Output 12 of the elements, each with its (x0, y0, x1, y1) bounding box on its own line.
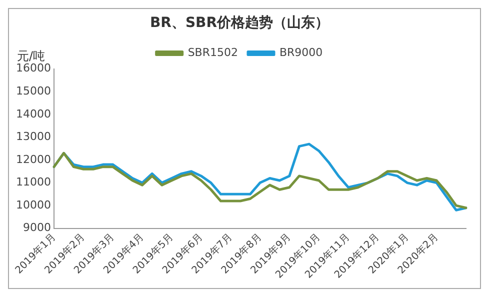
legend-label: BR9000 (279, 46, 323, 60)
y-tick-label: 11000 (16, 176, 51, 189)
y-axis-title: 元/吨 (16, 48, 46, 63)
y-tick-label: 10000 (16, 198, 51, 212)
y-tick-label: 14000 (16, 107, 51, 120)
y-tick-label: 12000 (16, 152, 51, 166)
legend-label: SBR1502 (188, 46, 238, 60)
y-tick-label: 16000 (16, 62, 51, 75)
y-tick-label: 13000 (16, 130, 51, 144)
y-tick-label: 9000 (22, 221, 51, 234)
chart-title: BR、SBR价格趋势（山东） (150, 14, 329, 32)
y-tick-label: 15000 (16, 84, 51, 98)
